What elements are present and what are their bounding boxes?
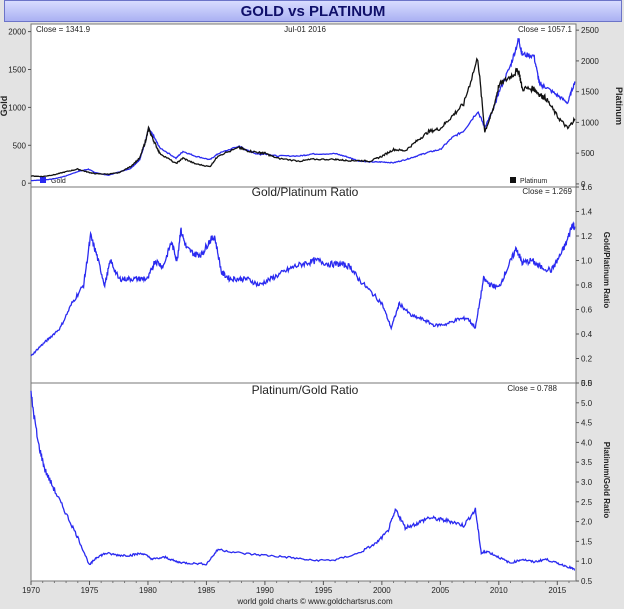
panel2-tick-label: 0.0: [581, 379, 593, 388]
legend-platinum-swatch: [510, 177, 516, 183]
legend-gold-label: Gold: [51, 178, 66, 185]
panel1-left-tick-label: 1500: [8, 65, 26, 74]
panel3-plot-area: [30, 382, 577, 582]
panel2-ylabel: Gold/Platinum Ratio: [602, 232, 611, 309]
panel3-tick-label: 3.0: [581, 478, 593, 487]
panel1-ylabel-right: Platinum: [614, 87, 624, 125]
panel3-tick-label: 4.5: [581, 419, 593, 428]
panel1-left-tick-label: 500: [13, 141, 27, 150]
x-axis-tick-label: 2015: [548, 586, 566, 595]
panel1-right-tick-label: 500: [581, 149, 595, 158]
panel1-left-tick-label: 0: [22, 179, 27, 188]
panel1-right-tick-label: 2000: [581, 57, 599, 66]
panel1-close-right: Close = 1057.1: [518, 25, 573, 34]
title-bar: GOLD vs PLATINUM: [4, 0, 622, 22]
panel1-right-tick-label: 2500: [581, 26, 599, 35]
panel2-tick-label: 0.2: [581, 355, 593, 364]
panel2-close-label: Close = 1.269: [522, 187, 572, 196]
panel2-tick-label: 1.6: [581, 183, 593, 192]
panel1-left-tick-label: 2000: [8, 28, 26, 37]
x-axis-tick-label: 1990: [256, 586, 274, 595]
panel1-right-tick-label: 1000: [581, 118, 599, 127]
panel3-tick-label: 4.0: [581, 438, 593, 447]
panel2-title: Gold/Platinum Ratio: [252, 185, 359, 199]
panel3-tick-label: 1.5: [581, 537, 593, 546]
panel2-tick-label: 0.8: [581, 281, 593, 290]
panel3-tick-label: 2.0: [581, 518, 593, 527]
panel1-right-tick-label: 1500: [581, 88, 599, 97]
x-axis-tick-label: 1995: [314, 586, 332, 595]
panel3-title: Platinum/Gold Ratio: [252, 383, 359, 397]
panel1-right-tick-label: 0: [581, 180, 586, 189]
panel2-tick-label: 1.4: [581, 208, 593, 217]
x-axis-tick-label: 1980: [139, 586, 157, 595]
chart-title: GOLD vs PLATINUM: [240, 3, 386, 20]
panel3-tick-label: 3.5: [581, 458, 593, 467]
panel3-ylabel: Platinum/Gold Ratio: [602, 442, 611, 519]
platinum-gold-ratio-line: [30, 390, 576, 571]
panel1-date-label: Jul-01 2016: [284, 25, 326, 34]
panel3-tick-label: 0.5: [581, 577, 593, 586]
panel1-left-tick-label: 1000: [8, 103, 26, 112]
gold-platinum-ratio-line: [30, 221, 576, 357]
panel2-tick-label: 1.2: [581, 232, 593, 241]
panel3-tick-label: 5.5: [581, 379, 593, 388]
legend-platinum-label: Platinum: [520, 178, 547, 185]
x-axis-tick-label: 2010: [490, 586, 508, 595]
x-axis-tick-label: 1970: [22, 586, 40, 595]
panel1-ylabel-left: Gold: [0, 96, 9, 117]
x-axis-tick-label: 2005: [431, 586, 449, 595]
panel2-tick-label: 0.6: [581, 306, 593, 315]
x-axis-tick-label: 1975: [81, 586, 99, 595]
platinum-price-line: [30, 57, 576, 178]
panel3-close-label: Close = 0.788: [507, 384, 557, 393]
panel3-tick-label: 1.0: [581, 557, 593, 566]
panel2-tick-label: 1.0: [581, 257, 593, 266]
panel1-close-left: Close = 1341.9: [36, 25, 91, 34]
panel2-tick-label: 0.4: [581, 330, 593, 339]
panel3-tick-label: 2.5: [581, 498, 593, 507]
panel3-tick-label: 5.0: [581, 399, 593, 408]
x-axis-tick-label: 2000: [373, 586, 391, 595]
footer-credit: world gold charts © www.goldchartsrus.co…: [236, 597, 393, 606]
x-axis-tick-label: 1985: [198, 586, 216, 595]
